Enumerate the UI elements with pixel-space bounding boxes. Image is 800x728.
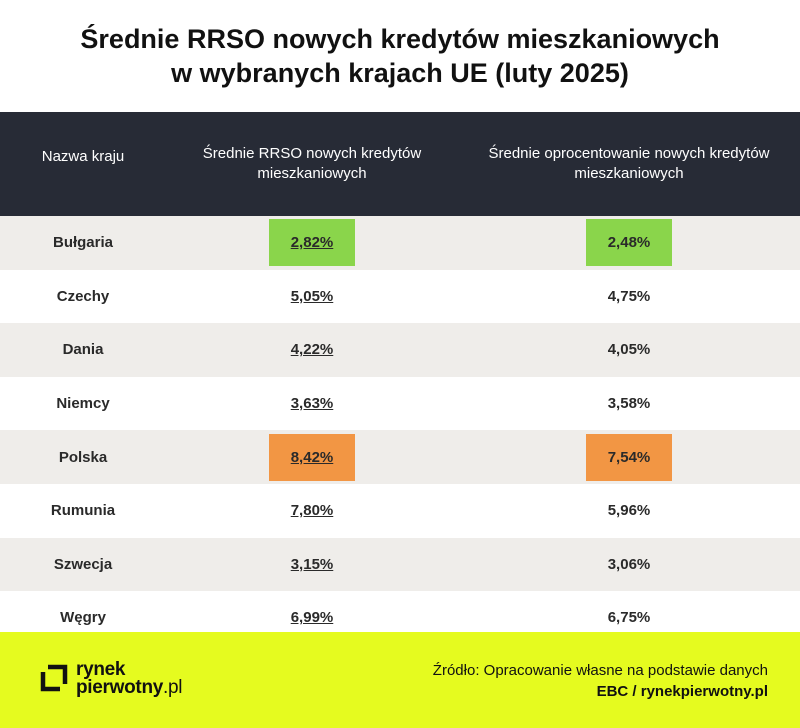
country-cell: Dania <box>0 323 166 377</box>
title-line-1: Średnie RRSO nowych kredytów mieszkaniow… <box>80 24 720 54</box>
rrso-value: 6,99% <box>290 609 334 627</box>
table-header-row: Nazwa kraju Średnie RRSO nowych kredytów… <box>0 112 800 216</box>
rate-cell: 4,75% <box>458 269 800 324</box>
source-note: Źródło: Opracowanie własne na podstawie … <box>433 660 768 702</box>
brand-tld: .pl <box>163 677 183 698</box>
table-row: Bułgaria 2,82% 2,48% <box>0 216 800 270</box>
column-header-rrso: Średnie RRSO nowych kredytów mieszkaniow… <box>166 112 458 216</box>
rate-value: 4,05% <box>607 341 651 359</box>
rate-cell: 3,58% <box>458 376 800 431</box>
table-row: Rumunia 7,80% 5,96% <box>0 483 800 538</box>
rrso-value: 4,22% <box>290 341 334 359</box>
rrso-value: 2,82% <box>269 219 355 267</box>
rate-value: 3,06% <box>607 555 651 573</box>
rate-value: 6,75% <box>607 609 651 627</box>
column-header-country: Nazwa kraju <box>0 112 166 216</box>
rate-value: 7,54% <box>586 433 672 481</box>
rrso-cell: 4,22% <box>166 323 458 377</box>
brand-line-2: pierwotny.pl <box>76 677 183 698</box>
rrso-value: 3,15% <box>290 555 334 573</box>
rrso-cell: 8,42% <box>166 430 458 484</box>
country-cell: Niemcy <box>0 376 166 431</box>
rrso-value: 7,80% <box>290 502 334 520</box>
table-row: Niemcy 3,63% 3,58% <box>0 376 800 431</box>
country-cell: Bułgaria <box>0 216 166 270</box>
rrso-value: 5,05% <box>290 287 334 305</box>
rrso-value: 8,42% <box>269 433 355 481</box>
title-line-2: w wybranych krajach UE (luty 2025) <box>171 58 629 88</box>
table-row: Czechy 5,05% 4,75% <box>0 269 800 324</box>
rate-cell: 2,48% <box>458 216 800 270</box>
brand-line-1: rynek <box>76 659 126 680</box>
rrso-cell: 2,82% <box>166 216 458 270</box>
rate-cell: 4,05% <box>458 323 800 377</box>
rate-cell: 7,54% <box>458 430 800 484</box>
table-row: Polska 8,42% 7,54% <box>0 430 800 484</box>
rate-value: 5,96% <box>607 502 651 520</box>
table-row: Dania 4,22% 4,05% <box>0 323 800 377</box>
page-title: Średnie RRSO nowych kredytów mieszkaniow… <box>0 22 800 90</box>
rrso-cell: 7,80% <box>166 483 458 538</box>
rrso-cell: 3,15% <box>166 537 458 592</box>
column-header-rate: Średnie oprocentowanie nowych kredytów m… <box>458 112 800 216</box>
rates-table: Nazwa kraju Średnie RRSO nowych kredytów… <box>0 112 800 645</box>
rate-value: 4,75% <box>607 287 651 305</box>
rate-value: 2,48% <box>586 219 672 267</box>
rate-cell: 3,06% <box>458 537 800 592</box>
rate-value: 3,58% <box>607 395 651 413</box>
source-line-1: Źródło: Opracowanie własne na podstawie … <box>432 662 768 679</box>
rrso-value: 3,63% <box>290 395 334 413</box>
brand-name: pierwotny <box>76 677 164 698</box>
country-cell: Szwecja <box>0 537 166 592</box>
bracket-square-icon <box>40 664 68 692</box>
rate-cell: 5,96% <box>458 483 800 538</box>
country-cell: Czechy <box>0 269 166 324</box>
table-row: Szwecja 3,15% 3,06% <box>0 537 800 592</box>
rrso-cell: 3,63% <box>166 376 458 431</box>
brand-wordmark: rynek pierwotny.pl <box>76 659 183 698</box>
footer-bar: rynek pierwotny.pl Źródło: Opracowanie w… <box>0 632 800 728</box>
country-cell: Rumunia <box>0 483 166 538</box>
table-body: Bułgaria 2,82% 2,48% Czechy 5,05% 4,75% Dania 4… <box>0 216 800 645</box>
country-cell: Polska <box>0 430 166 484</box>
source-line-2: EBC / rynekpierwotny.pl <box>596 683 768 700</box>
rrso-cell: 5,05% <box>166 269 458 324</box>
